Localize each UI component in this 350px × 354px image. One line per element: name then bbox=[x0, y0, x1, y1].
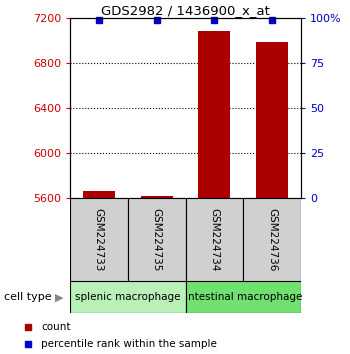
Title: GDS2982 / 1436900_x_at: GDS2982 / 1436900_x_at bbox=[101, 4, 270, 17]
Text: cell type: cell type bbox=[4, 292, 51, 302]
Bar bbox=[243, 198, 301, 281]
Bar bbox=[186, 281, 301, 313]
Text: GSM224736: GSM224736 bbox=[267, 208, 277, 272]
Bar bbox=[128, 198, 186, 281]
Bar bbox=[83, 192, 115, 198]
Text: count: count bbox=[41, 321, 71, 332]
Bar bbox=[70, 198, 128, 281]
Text: GSM224734: GSM224734 bbox=[209, 208, 219, 272]
Bar bbox=[198, 31, 230, 198]
Bar bbox=[141, 196, 173, 198]
Text: GSM224735: GSM224735 bbox=[152, 208, 162, 272]
Text: percentile rank within the sample: percentile rank within the sample bbox=[41, 339, 217, 349]
Text: GSM224733: GSM224733 bbox=[94, 208, 104, 272]
Bar bbox=[256, 42, 288, 198]
Bar bbox=[70, 281, 186, 313]
Bar bbox=[186, 198, 243, 281]
Text: ▶: ▶ bbox=[55, 292, 64, 302]
Text: splenic macrophage: splenic macrophage bbox=[75, 292, 181, 302]
Text: intestinal macrophage: intestinal macrophage bbox=[184, 292, 302, 302]
